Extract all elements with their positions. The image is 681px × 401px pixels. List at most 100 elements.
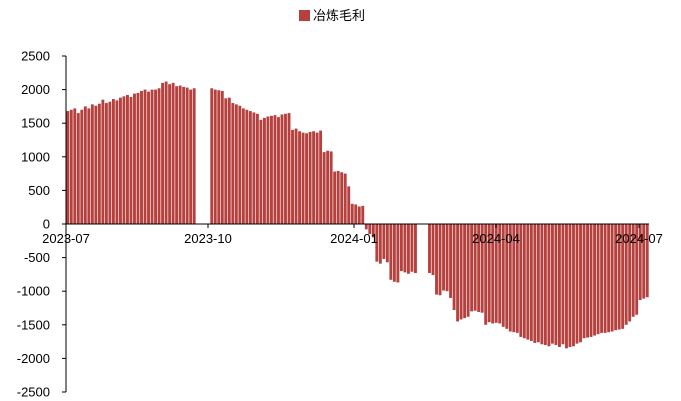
bar [624,224,628,325]
y-tick-label: 1000 [21,149,50,164]
y-tick-label: 0 [43,217,50,232]
bar [150,89,154,224]
bar [322,152,326,224]
bar [357,206,361,224]
bar [129,96,133,224]
bar [277,117,280,224]
bar [526,224,530,340]
y-tick-label: 500 [28,183,50,198]
bar [115,100,119,224]
bar [445,224,449,292]
bar [399,224,403,272]
bar [600,224,604,333]
bar [403,224,407,273]
bar [178,85,182,224]
bar [270,115,273,224]
bar [164,81,168,224]
bar [154,89,157,224]
bar [76,113,80,224]
bar [336,170,340,224]
legend-swatch [299,10,310,21]
y-tick-label: 2000 [21,82,50,97]
bar [603,224,607,333]
legend: 冶炼毛利 [299,9,365,24]
bar [473,224,477,311]
bar [558,224,561,347]
bar [122,96,126,224]
bar [301,132,305,224]
bar [642,224,646,299]
bar [136,92,140,225]
bar [350,203,354,224]
bar [241,108,245,224]
bars [66,81,649,349]
bar [463,224,467,319]
bar [428,224,431,274]
bar [189,89,193,224]
bar [645,224,649,298]
x-tick-label: 2023-10 [184,231,232,246]
bar [147,91,150,225]
bar [315,132,319,224]
bar [575,224,579,344]
bar [192,88,196,224]
y-tick-label: -1500 [17,317,50,332]
bar [97,103,101,224]
bar [378,224,382,264]
bar [406,224,410,274]
bar [224,98,228,224]
bar [568,224,572,347]
y-tick-labels: 2500 2000 1500 1000 500 0 -500 -1000 -1500 -2000 -… [17,49,50,400]
bar [133,93,136,224]
bar [280,114,284,224]
bar [586,224,589,338]
bar [319,130,323,224]
bar [308,131,312,224]
bar [452,224,456,311]
bar [628,224,632,322]
x-tick-label: 2024-07 [615,231,663,246]
y-tick-label: -500 [24,250,50,265]
bar [589,224,593,337]
bar [494,224,498,323]
bar [80,109,84,224]
bar [459,224,463,320]
bar [579,224,582,343]
bar [610,224,614,332]
bar [248,111,252,224]
bar [392,224,396,282]
bar [185,87,189,224]
bar [245,109,249,224]
bar [550,224,554,344]
bar [312,131,316,224]
bar [477,224,481,313]
bar [442,224,445,291]
bar [438,224,442,296]
bar [361,205,365,224]
bar [175,86,179,225]
bar [614,224,618,331]
bar [410,224,414,272]
bar [157,88,161,224]
bar [354,204,358,224]
x-tick-label: 2023-07 [42,231,90,246]
bar [375,224,379,262]
bar [217,90,221,225]
bar [368,224,372,235]
bar [259,119,263,224]
bar [561,224,565,345]
bar [484,224,488,325]
y-tick-label: -1000 [17,284,50,299]
bar [508,224,512,332]
bar [227,97,231,224]
bar [519,224,523,337]
bar [347,186,351,224]
bar [515,224,519,333]
bar [638,224,642,300]
bar [161,82,165,224]
bar [213,89,217,224]
bar [505,224,509,329]
bar [529,224,533,341]
bar [635,224,639,315]
bar [340,172,344,224]
